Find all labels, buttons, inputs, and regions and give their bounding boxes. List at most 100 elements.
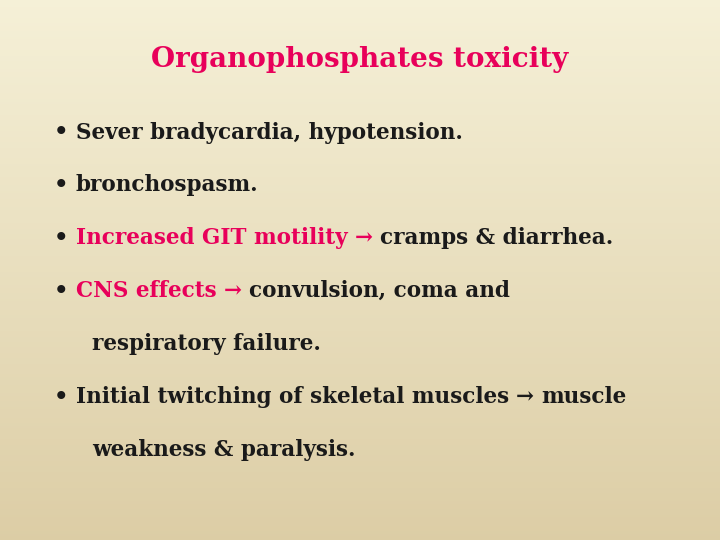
Bar <box>0 338 720 340</box>
Bar <box>0 348 720 351</box>
Bar <box>0 68 720 70</box>
Bar <box>0 11 720 14</box>
Bar <box>0 327 720 329</box>
Bar <box>0 359 720 362</box>
Text: cramps & diarrhea.: cramps & diarrhea. <box>380 227 613 249</box>
Bar <box>0 424 720 427</box>
Bar <box>0 526 720 529</box>
Bar <box>0 270 720 273</box>
Bar <box>0 70 720 73</box>
Bar <box>0 221 720 224</box>
Bar <box>0 78 720 81</box>
Bar <box>0 497 720 500</box>
Bar <box>0 354 720 356</box>
Bar <box>0 40 720 43</box>
Bar <box>0 94 720 97</box>
Bar <box>0 235 720 238</box>
Text: •: • <box>54 174 68 197</box>
Bar <box>0 127 720 130</box>
Bar <box>0 54 720 57</box>
Bar <box>0 62 720 65</box>
Bar <box>0 405 720 408</box>
Bar <box>0 84 720 86</box>
Bar <box>0 30 720 32</box>
Bar <box>0 262 720 265</box>
Bar <box>0 481 720 483</box>
Bar <box>0 146 720 148</box>
Bar <box>0 346 720 348</box>
Text: Initial twitching of skeletal muscles: Initial twitching of skeletal muscles <box>76 386 516 408</box>
Bar <box>0 197 720 200</box>
Bar <box>0 467 720 470</box>
Bar <box>0 502 720 505</box>
Bar <box>0 259 720 262</box>
Bar <box>0 410 720 413</box>
Bar <box>0 165 720 167</box>
Bar <box>0 440 720 443</box>
Bar <box>0 184 720 186</box>
Bar <box>0 324 720 327</box>
Bar <box>0 351 720 354</box>
Bar <box>0 454 720 456</box>
Text: •: • <box>54 386 68 408</box>
Bar <box>0 537 720 540</box>
Bar <box>0 486 720 489</box>
Bar <box>0 316 720 319</box>
Bar <box>0 178 720 181</box>
Bar <box>0 518 720 521</box>
Bar <box>0 524 720 526</box>
Bar <box>0 81 720 84</box>
Text: →: → <box>355 227 380 249</box>
Bar <box>0 148 720 151</box>
Bar <box>0 402 720 405</box>
Bar <box>0 510 720 513</box>
Bar <box>0 284 720 286</box>
Bar <box>0 76 720 78</box>
Bar <box>0 513 720 516</box>
Text: CNS effects: CNS effects <box>76 280 224 302</box>
Text: Sever bradycardia, hypotension.: Sever bradycardia, hypotension. <box>76 122 462 144</box>
Bar <box>0 340 720 343</box>
Text: Organophosphates toxicity: Organophosphates toxicity <box>151 46 569 73</box>
Bar <box>0 14 720 16</box>
Bar <box>0 22 720 24</box>
Bar <box>0 364 720 367</box>
Bar <box>0 151 720 154</box>
Bar <box>0 418 720 421</box>
Bar <box>0 505 720 508</box>
Bar <box>0 437 720 440</box>
Bar <box>0 57 720 59</box>
Bar <box>0 308 720 310</box>
Bar <box>0 124 720 127</box>
Bar <box>0 491 720 494</box>
Bar <box>0 92 720 94</box>
Bar <box>0 135 720 138</box>
Text: Increased GIT motility: Increased GIT motility <box>76 227 355 249</box>
Bar <box>0 100 720 103</box>
Bar <box>0 16 720 19</box>
Bar <box>0 535 720 537</box>
Bar <box>0 386 720 389</box>
Bar <box>0 211 720 213</box>
Text: →: → <box>224 280 249 302</box>
Bar <box>0 105 720 108</box>
Bar <box>0 302 720 305</box>
Bar <box>0 154 720 157</box>
Bar <box>0 292 720 294</box>
Bar <box>0 413 720 416</box>
Bar <box>0 238 720 240</box>
Text: convulsion, coma and: convulsion, coma and <box>249 280 510 302</box>
Bar <box>0 65 720 68</box>
Bar <box>0 122 720 124</box>
Bar <box>0 208 720 211</box>
Bar <box>0 162 720 165</box>
Bar <box>0 5 720 8</box>
Bar <box>0 310 720 313</box>
Bar <box>0 167 720 170</box>
Bar <box>0 256 720 259</box>
Bar <box>0 400 720 402</box>
Bar <box>0 478 720 481</box>
Bar <box>0 475 720 478</box>
Bar <box>0 378 720 381</box>
Bar <box>0 240 720 243</box>
